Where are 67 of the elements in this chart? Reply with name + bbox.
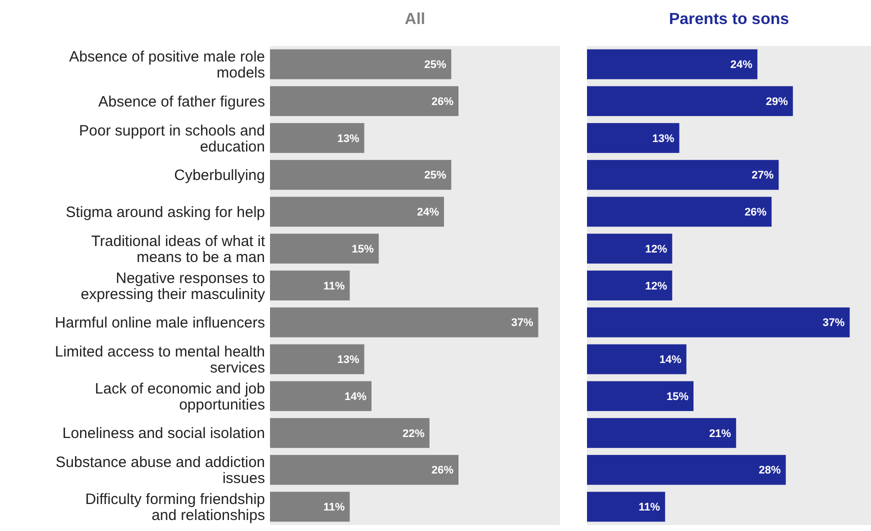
data-label: 26%: [744, 206, 767, 219]
bar: [270, 492, 350, 522]
data-label: 26%: [431, 464, 454, 477]
bar: [270, 123, 364, 153]
bar: [270, 307, 538, 338]
bar: [270, 234, 379, 264]
data-label: 22%: [402, 428, 425, 440]
bar: [270, 418, 430, 448]
data-label: 28%: [758, 464, 782, 477]
bar: [587, 307, 850, 338]
y-tick-label: Absence of positive male role models: [69, 48, 265, 82]
chart-title: All: [404, 11, 426, 28]
y-tick-label: Traditional ideas of what it means to be a man: [91, 232, 266, 266]
y-tick-label: Harmful online male influencers: [54, 314, 265, 332]
bar: [587, 196, 772, 227]
bar: [270, 270, 350, 300]
bar: [587, 381, 694, 412]
bar: [587, 492, 666, 522]
bar: [587, 86, 793, 116]
y-tick-label: Absence of father figures: [98, 93, 265, 110]
data-label: 25%: [424, 59, 446, 72]
bar: [587, 418, 736, 448]
data-label: 27%: [752, 170, 774, 182]
data-label: 13%: [652, 132, 675, 145]
bar: [587, 160, 779, 190]
bar: [270, 196, 444, 227]
data-label: 15%: [666, 390, 689, 403]
data-label: 15%: [352, 243, 374, 256]
data-label: 11%: [638, 502, 660, 514]
bar: [270, 344, 364, 374]
bar: [270, 160, 452, 190]
data-label: 24%: [730, 59, 753, 72]
bar: [587, 234, 672, 264]
chart-title: Parents to sons: [668, 11, 790, 28]
data-label: 12%: [645, 243, 668, 256]
bar: [270, 454, 458, 485]
data-label: 25%: [424, 170, 446, 182]
bar: [587, 49, 758, 80]
y-tick-label: Poor support in schools and education: [79, 122, 265, 156]
y-tick-label: Substance abuse and addiction issues: [56, 454, 265, 488]
bar: [270, 381, 372, 412]
data-label: 37%: [511, 317, 534, 330]
bar: [587, 270, 672, 300]
y-tick-label: Lack of economic and job opportunities: [94, 380, 265, 414]
bar: [270, 49, 452, 80]
bar: [270, 86, 458, 116]
data-label: 14%: [659, 354, 682, 366]
y-tick-label: Stigma around asking for help: [66, 204, 265, 221]
data-label: 21%: [709, 428, 732, 440]
y-tick-label: Loneliness and social isolation: [62, 425, 265, 442]
data-label: 12%: [645, 280, 668, 292]
data-label: 11%: [323, 280, 345, 292]
data-label: 37%: [822, 317, 845, 330]
bar: [587, 454, 786, 485]
data-label: 11%: [323, 502, 345, 514]
bar: [587, 344, 686, 374]
y-tick-label: Limited access to mental health services: [54, 344, 265, 376]
y-tick-label: Difficulty forming friendship and relationships: [85, 490, 265, 524]
y-tick-label: Negative responses to expressing their masculinity: [80, 270, 266, 303]
y-tick-label: Cyberbullying: [174, 167, 265, 184]
data-label: 24%: [416, 206, 440, 219]
data-label: 29%: [766, 96, 788, 108]
bar: [587, 123, 680, 153]
data-label: 26%: [431, 96, 454, 108]
data-label: 13%: [337, 354, 360, 366]
data-label: 13%: [337, 132, 360, 145]
data-label: 14%: [344, 390, 367, 403]
